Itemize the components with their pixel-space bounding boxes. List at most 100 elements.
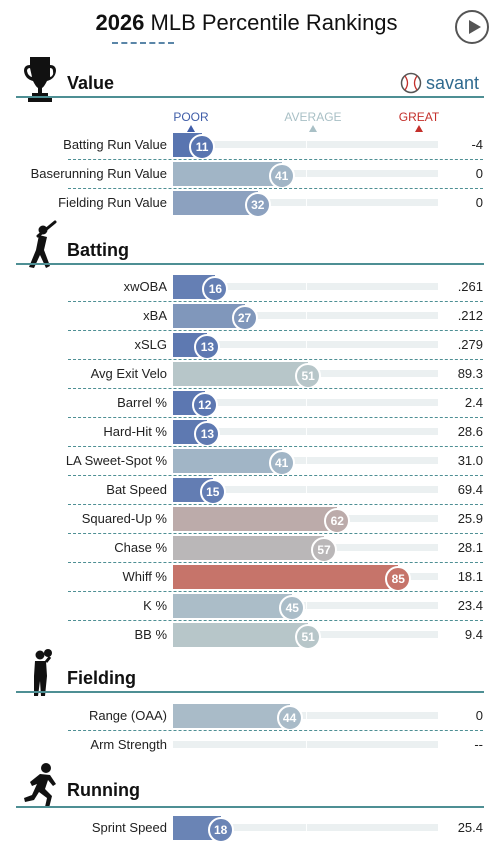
metric-value: 69.4 (457, 482, 483, 497)
percentile-row[interactable]: LA Sweet-Spot % 41 31.0 (0, 449, 493, 476)
percentile-row[interactable]: K % 45 23.4 (0, 594, 493, 621)
percentile-row[interactable]: Fielding Run Value 32 0 (0, 191, 493, 218)
average-tick (305, 704, 307, 728)
percentile-bubble: 16 (202, 276, 229, 302)
scale-poor: POOR (173, 110, 209, 132)
percentile-row[interactable]: Batting Run Value 11 -4 (0, 133, 493, 160)
percentile-bubble: 51 (295, 624, 322, 650)
row-separator (68, 330, 483, 331)
average-tick (305, 478, 307, 502)
percentile-row[interactable]: Hard-Hit % 13 28.6 (0, 420, 493, 447)
average-tick (305, 162, 307, 186)
section-rule-batting (16, 263, 484, 265)
percentile-row[interactable]: Barrel % 12 2.4 (0, 391, 493, 418)
savant-link[interactable]: savant (400, 71, 479, 95)
metric-value: 0 (475, 166, 483, 181)
average-tick (305, 275, 307, 299)
percentile-bubble: 13 (194, 421, 221, 447)
metric-value: 25.4 (457, 820, 483, 835)
percentile-row[interactable]: Sprint Speed 18 25.4 (0, 816, 493, 843)
up-arrow-icon (309, 125, 317, 132)
metric-value: -- (474, 737, 483, 752)
percentile-bubble: 44 (276, 705, 303, 731)
percentile-bubble: 51 (295, 363, 322, 389)
percentile-bubble: 15 (199, 479, 226, 505)
percentile-row[interactable]: Bat Speed 15 69.4 (0, 478, 493, 505)
average-tick (305, 594, 307, 618)
percentile-row[interactable]: Baserunning Run Value 41 0 (0, 162, 493, 189)
percentile-row[interactable]: Whiff % 85 18.1 (0, 565, 493, 592)
scale-great-label: GREAT (398, 110, 440, 124)
year-selector-underline (112, 42, 174, 44)
scale-average: AVERAGE (283, 110, 343, 132)
percentile-row[interactable]: xwOBA 16 .261 (0, 275, 493, 302)
metric-label: Baserunning Run Value (30, 166, 167, 181)
play-button[interactable] (455, 10, 489, 44)
average-tick (305, 333, 307, 357)
average-tick (305, 816, 307, 840)
row-separator (68, 388, 483, 389)
percentile-row[interactable]: BB % 51 9.4 (0, 623, 493, 650)
percentile-bar (173, 565, 399, 589)
page-title: 2026 MLB Percentile Rankings (0, 10, 493, 36)
percentile-bar (173, 594, 293, 618)
metric-value: 25.9 (457, 511, 483, 526)
metric-value: 89.3 (457, 366, 483, 381)
percentile-bubble: 18 (207, 817, 234, 843)
section-rule-fielding (16, 691, 484, 693)
metric-value: 2.4 (464, 395, 483, 410)
percentile-row[interactable]: Avg Exit Velo 51 89.3 (0, 362, 493, 389)
percentile-bubble: 11 (189, 134, 216, 160)
metric-label: Hard-Hit % (103, 424, 167, 439)
section-rule-running (16, 806, 484, 808)
metric-value: 18.1 (457, 569, 483, 584)
metric-label: Sprint Speed (91, 820, 167, 835)
trophy-icon (24, 57, 56, 102)
metric-value: -4 (471, 137, 483, 152)
row-separator (68, 504, 483, 505)
percentile-row[interactable]: Arm Strength -- (0, 733, 493, 757)
row-separator (68, 188, 483, 189)
up-arrow-icon (415, 125, 423, 132)
metric-value: 0 (475, 195, 483, 210)
metric-value: 28.6 (457, 424, 483, 439)
percentile-bubble: 27 (231, 305, 258, 331)
row-separator (68, 591, 483, 592)
row-separator (68, 301, 483, 302)
metric-value: .212 (457, 308, 483, 323)
percentile-row[interactable]: Range (OAA) 44 0 (0, 704, 493, 731)
section-title-value: Value (67, 73, 115, 93)
play-icon (469, 20, 481, 34)
metric-label: Bat Speed (106, 482, 167, 497)
metric-label: Arm Strength (90, 737, 167, 752)
percentile-bar (173, 704, 290, 728)
average-tick (305, 733, 307, 757)
metric-value: 23.4 (457, 598, 483, 613)
row-separator (68, 159, 483, 160)
percentile-bubble: 85 (385, 566, 412, 592)
average-tick (305, 133, 307, 157)
percentile-row[interactable]: xBA 27 .212 (0, 304, 493, 331)
row-separator (68, 417, 483, 418)
metric-label: Batting Run Value (63, 137, 167, 152)
average-tick (305, 191, 307, 215)
percentile-row[interactable]: Squared-Up % 62 25.9 (0, 507, 493, 534)
percentile-bubble: 57 (311, 537, 338, 563)
percentile-row[interactable]: xSLG 13 .279 (0, 333, 493, 360)
section-title-fielding: Fielding (67, 668, 136, 688)
title-year[interactable]: 2026 (95, 10, 145, 35)
section-rule-value (16, 96, 484, 98)
percentile-row[interactable]: Chase % 57 28.1 (0, 536, 493, 563)
metric-label: Range (OAA) (88, 708, 167, 723)
percentile-bar (173, 191, 258, 215)
percentile-bubble: 45 (279, 595, 306, 621)
percentile-bar (173, 449, 282, 473)
baseball-icon (400, 72, 422, 94)
batter-icon (29, 220, 57, 268)
row-separator (68, 620, 483, 621)
percentile-bubble: 12 (191, 392, 218, 418)
section-title-running: Running (67, 780, 140, 800)
metric-label: xSLG (134, 337, 167, 352)
up-arrow-icon (187, 125, 195, 132)
metric-label: Whiff % (122, 569, 167, 584)
